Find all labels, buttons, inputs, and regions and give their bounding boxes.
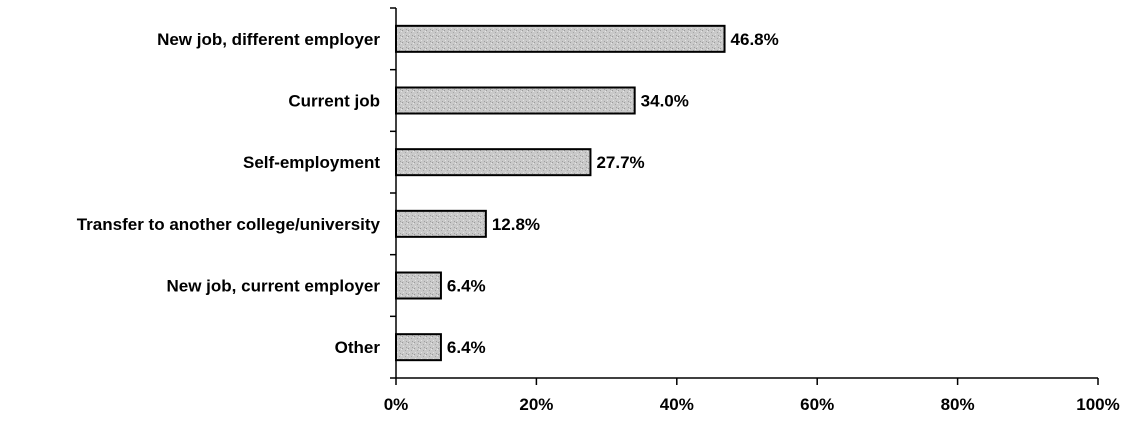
category-label: New job, different employer [157, 30, 380, 49]
bar [395, 86, 636, 115]
data-label: 6.4% [447, 277, 486, 296]
x-tick-label: 40% [660, 395, 694, 414]
x-tick-label: 80% [941, 395, 975, 414]
bar [395, 271, 442, 300]
x-tick-label: 60% [800, 395, 834, 414]
category-label: New job, current employer [167, 277, 381, 296]
category-label: Transfer to another college/university [77, 215, 381, 234]
category-label: Other [335, 338, 381, 357]
data-label: 34.0% [641, 92, 689, 111]
category-label: Self-employment [243, 153, 380, 172]
data-label: 27.7% [596, 153, 644, 172]
bar [395, 333, 442, 362]
bar [395, 148, 592, 177]
x-tick-label: 20% [519, 395, 553, 414]
x-tick-label: 100% [1076, 395, 1119, 414]
data-label: 46.8% [731, 30, 779, 49]
data-label: 12.8% [492, 215, 540, 234]
bar [395, 209, 487, 238]
bar [395, 24, 726, 53]
category-label: Current job [288, 92, 380, 111]
x-tick-label: 0% [384, 395, 409, 414]
data-label: 6.4% [447, 338, 486, 357]
